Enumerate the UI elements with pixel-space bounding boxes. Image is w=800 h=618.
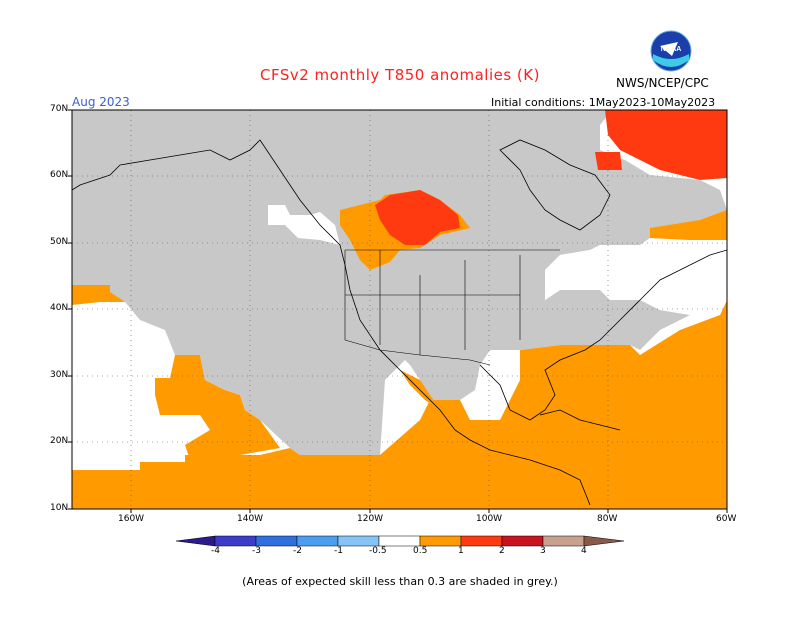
initial-conditions: Initial conditions: 1May2023-10May2023 bbox=[491, 96, 716, 109]
neutral-patch-hudson bbox=[545, 230, 727, 315]
gull-icon bbox=[660, 42, 678, 56]
colorbar-swatch bbox=[542, 535, 585, 547]
colorbar-arrow-left bbox=[175, 535, 216, 547]
agency-label: NWS/NCEP/CPC bbox=[616, 76, 709, 90]
anomaly-orange-east-canada bbox=[650, 210, 727, 240]
lon-label: 120W bbox=[357, 514, 384, 524]
colorbar-swatch bbox=[296, 535, 339, 547]
chart-title: CFSv2 monthly T850 anomalies (K) bbox=[260, 66, 540, 84]
colorbar-swatch bbox=[501, 535, 544, 547]
lat-label: 70N bbox=[50, 104, 69, 114]
colorbar-swatch bbox=[378, 535, 421, 547]
colorbar-arrow-right bbox=[583, 535, 625, 547]
logo-text: NOAA bbox=[661, 46, 682, 53]
anomaly-orange-subtropical-pacific bbox=[155, 355, 280, 460]
lon-label: 140W bbox=[237, 514, 264, 524]
colorbar-label: 1 bbox=[458, 546, 464, 556]
anomaly-red-canada bbox=[375, 190, 460, 245]
colorbar-swatch bbox=[337, 535, 380, 547]
colorbar-label: 3 bbox=[540, 546, 546, 556]
neutral-patch-bc bbox=[268, 205, 340, 245]
coastlines bbox=[72, 139, 727, 506]
colorbar-label: -0.5 bbox=[369, 546, 387, 556]
colorbar-swatch bbox=[255, 535, 298, 547]
political-borders bbox=[344, 249, 560, 366]
lat-label: 40N bbox=[50, 303, 69, 313]
lon-label: 160W bbox=[118, 514, 145, 524]
anomaly-red-greenland bbox=[605, 110, 727, 180]
lon-label: 80W bbox=[597, 514, 618, 524]
colorbar-label: -2 bbox=[293, 546, 302, 556]
lon-label: 60W bbox=[716, 514, 737, 524]
graticule bbox=[72, 110, 727, 509]
anomaly-orange-north-pacific bbox=[72, 285, 125, 305]
colorbar-label: -1 bbox=[334, 546, 343, 556]
colorbar-swatch bbox=[460, 535, 503, 547]
valid-month: Aug 2023 bbox=[72, 95, 130, 109]
colorbar-label: 0.5 bbox=[413, 546, 428, 556]
colorbar-label: 2 bbox=[499, 546, 505, 556]
lat-label: 60N bbox=[50, 170, 69, 180]
lat-label: 10N bbox=[50, 503, 69, 513]
axis-ticks bbox=[68, 109, 728, 513]
skill-footnote: (Areas of expected skill less than 0.3 a… bbox=[242, 575, 558, 588]
colorbar-label: -4 bbox=[211, 546, 220, 556]
colorbar-swatch bbox=[214, 535, 257, 547]
colorbar bbox=[175, 535, 625, 547]
lon-label: 100W bbox=[476, 514, 503, 524]
lat-label: 30N bbox=[50, 370, 69, 380]
low-skill-grey-region bbox=[72, 110, 727, 455]
lat-label: 20N bbox=[50, 436, 69, 446]
noaa-logo: NOAA bbox=[650, 30, 692, 72]
anomaly-orange-pacific bbox=[72, 300, 727, 509]
colorbar-label: 4 bbox=[581, 546, 587, 556]
colorbar-swatch bbox=[419, 535, 462, 547]
colorbar-label: -3 bbox=[252, 546, 261, 556]
lat-label: 50N bbox=[50, 237, 69, 247]
anomaly-red-labrador bbox=[595, 152, 622, 170]
